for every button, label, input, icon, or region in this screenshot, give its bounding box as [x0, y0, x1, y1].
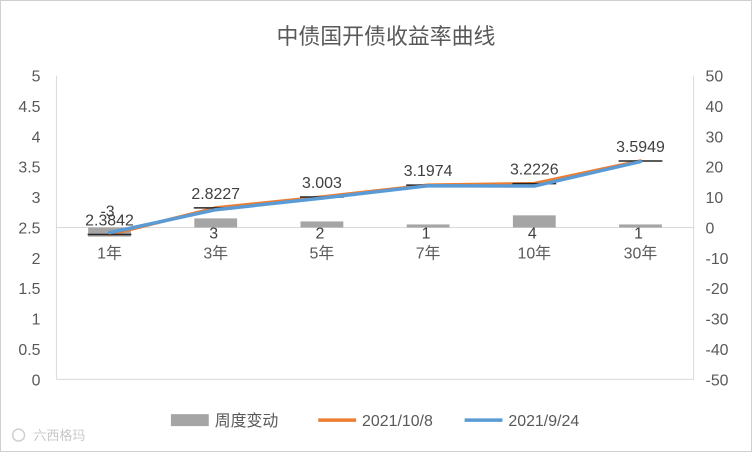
line-data-label: 3.2226 [510, 162, 559, 179]
watermark-text: 六西格玛 [34, 428, 86, 443]
category-label: 30年 [624, 244, 658, 262]
left-tick-label: 1.5 [18, 281, 40, 298]
legend-label: 周度变动 [215, 412, 279, 430]
line-data-label: 3.5949 [616, 139, 665, 156]
bar [406, 224, 450, 228]
left-tick-label: 0.5 [18, 342, 40, 359]
right-tick-label: -20 [706, 281, 729, 298]
series-line [107, 159, 643, 237]
right-tick-label: 50 [706, 69, 724, 86]
axes: 0 0.5 1 1.5 2 2.5 3 3.5 4 4.5 5 -50 -40 -30 -20 -10 0 10 2… [18, 69, 728, 390]
line-data-label: 3.1974 [404, 163, 453, 180]
left-tick-label: 2.5 [18, 220, 40, 237]
right-tick-label: 40 [706, 99, 724, 116]
watermark-logo-icon [11, 428, 26, 442]
left-tick-label: 4 [32, 129, 41, 146]
chart-title: 中债国开债收益率曲线 [276, 24, 495, 49]
bar [300, 221, 344, 228]
legend-label: 2021/10/8 [362, 413, 433, 430]
left-tick-label: 0 [32, 372, 41, 389]
bar-data-label: 3 [209, 225, 218, 242]
left-tick-label: 5 [32, 69, 41, 86]
left-tick-label: 1 [32, 312, 41, 329]
category-label: 1年 [97, 244, 122, 262]
right-tick-label: -30 [706, 312, 729, 329]
left-tick-label: 3 [32, 190, 41, 207]
category-label: 5年 [310, 244, 335, 262]
bar-data-label: 1 [422, 225, 431, 242]
right-tick-label: 30 [706, 129, 724, 146]
left-tick-label: 3.5 [18, 160, 40, 177]
line-data-label: 2.8227 [191, 186, 240, 203]
right-tick-label: -10 [706, 251, 729, 268]
bar [512, 215, 556, 228]
category-label: 7年 [416, 244, 441, 262]
watermark: 六西格玛 [11, 428, 86, 443]
legend-swatch [170, 414, 209, 427]
category-label: 10年 [517, 244, 551, 262]
left-tick-label: 2 [32, 251, 41, 268]
bar-data-label: -3 [100, 204, 114, 221]
bar-data-label: 2 [315, 225, 324, 242]
line-data-label: 2.3842 [85, 213, 134, 230]
bar-data-label: 1 [634, 225, 643, 242]
right-tick-label: -40 [706, 342, 729, 359]
right-tick-label: -50 [706, 372, 729, 389]
left-tick-label: 4.5 [18, 99, 40, 116]
legend: 周度变动 2021/10/8 2021/9/24 [170, 412, 579, 430]
right-tick-label: 10 [706, 190, 724, 207]
right-tick-label: 0 [706, 220, 715, 237]
legend-label: 2021/9/24 [508, 413, 579, 430]
bar [619, 224, 662, 228]
right-tick-label: 20 [706, 160, 724, 177]
data-labels: -3 3 2 1 4 1 2.3842 2.8227 3.003 3.1974 3.2226 3.59… [85, 139, 665, 242]
lines [87, 159, 663, 237]
line-data-label: 3.003 [302, 175, 342, 192]
bar-data-label: 4 [528, 225, 537, 242]
category-label: 3年 [203, 244, 228, 262]
bar [194, 218, 238, 228]
series-line [107, 159, 643, 235]
